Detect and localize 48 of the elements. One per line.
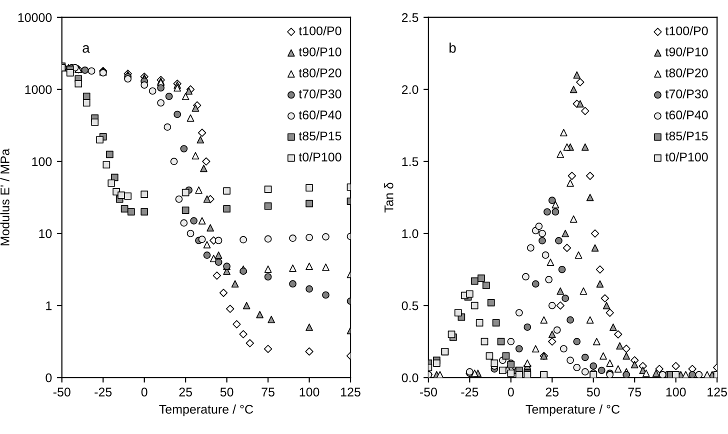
y-tick-label: 2.5 — [402, 13, 418, 22]
x-tick-label: 50 — [220, 388, 234, 396]
x-tick-label: -25 — [94, 388, 112, 396]
x-tick-label: 75 — [262, 388, 274, 396]
y-tick-label: 1.5 — [402, 157, 418, 166]
legend-label: t90/P10 — [298, 47, 342, 56]
x-tick-label: -25 — [461, 388, 478, 396]
legend-label: t70/P30 — [298, 89, 342, 98]
x-tick-label: 100 — [300, 388, 320, 396]
x-axis-title: Temperature / °C — [526, 404, 620, 416]
legend-label: t90/P10 — [665, 47, 708, 56]
y-tick-label: 2.0 — [402, 85, 418, 94]
x-tick-label: 125 — [708, 388, 727, 396]
y-tick-label: 1.0 — [402, 229, 418, 238]
x-axis-title: Temperature / °C — [159, 404, 254, 416]
x-tick-label: 0 — [141, 388, 148, 396]
annotation: b — [450, 42, 456, 53]
legend-label: t100/P0 — [665, 26, 708, 36]
x-tick-label: -50 — [53, 388, 70, 396]
y-tick-label: 0 — [46, 373, 52, 382]
y-tick-label: 1 — [46, 301, 52, 310]
legend-label: t85/P15 — [298, 131, 342, 140]
legend-label: t80/P20 — [298, 68, 342, 78]
legend-label: t85/P15 — [665, 131, 708, 140]
x-tick-label: 125 — [341, 388, 360, 396]
annotation: a — [82, 45, 90, 53]
legend-label: t60/P40 — [665, 110, 708, 120]
y-tick-label: 10 — [39, 229, 52, 238]
x-tick-label: 25 — [179, 388, 192, 396]
y-tick-label: 0.0 — [402, 373, 418, 382]
y-axis-title: Tan δ — [384, 182, 394, 212]
y-tick-label: 10000 — [18, 13, 52, 22]
x-tick-label: 50 — [586, 388, 600, 396]
x-tick-label: 100 — [666, 388, 686, 396]
legend-label: t70/P30 — [665, 89, 708, 98]
x-tick-label: -50 — [420, 388, 437, 396]
legend-label: t60/P40 — [298, 110, 342, 120]
x-tick-label: 25 — [546, 388, 559, 396]
x-tick-label: 0 — [508, 388, 514, 396]
y-axis-title: Modulus E' / MPa — [0, 148, 10, 246]
y-tick-label: 0.5 — [402, 301, 418, 310]
legend-label: t0/P100 — [665, 152, 708, 162]
y-tick-label: 1000 — [25, 85, 52, 94]
legend-label: t80/P20 — [665, 68, 708, 78]
legend-label: t0/P100 — [298, 152, 342, 162]
legend-label: t100/P0 — [298, 26, 342, 36]
y-tick-label: 100 — [32, 157, 52, 166]
x-tick-label: 75 — [628, 388, 642, 396]
